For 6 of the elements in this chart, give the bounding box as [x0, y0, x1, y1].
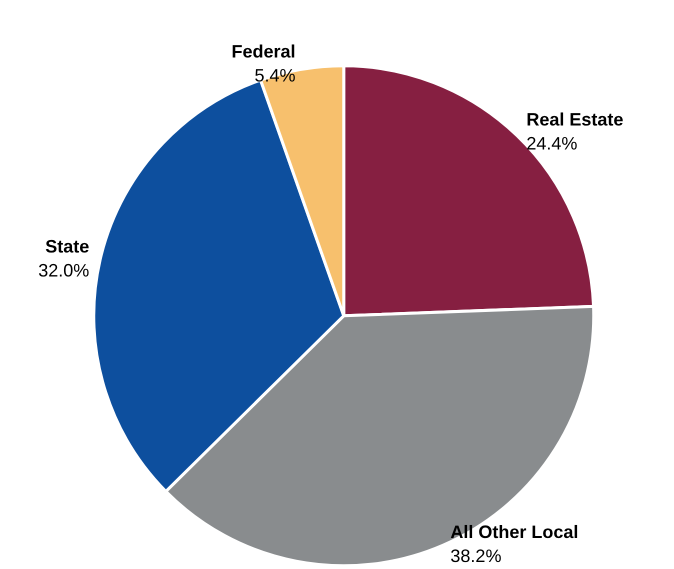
slice-label: State	[45, 236, 90, 256]
data-label: 32.0%	[38, 260, 90, 280]
slice-label: Real Estate	[526, 109, 624, 130]
data-label: 38.2%	[450, 546, 502, 566]
slice-label: Federal	[231, 41, 296, 62]
data-label: 24.4%	[526, 133, 578, 154]
